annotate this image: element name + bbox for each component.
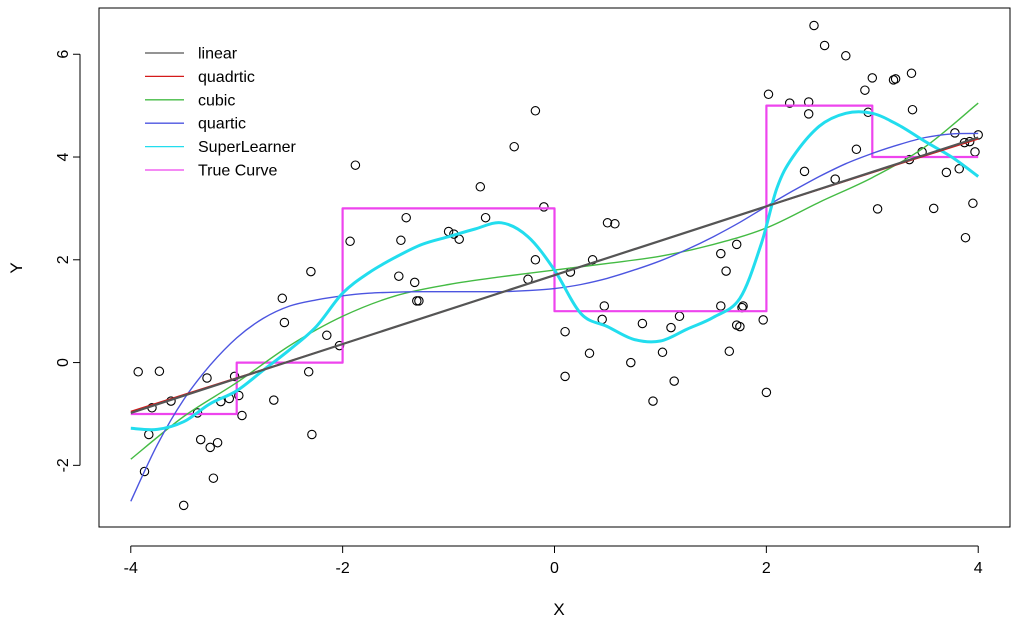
series-line-superlearner — [130, 110, 980, 432]
data-point — [888, 75, 899, 85]
data-point — [560, 371, 570, 382]
data-point — [530, 106, 541, 116]
data-point — [803, 109, 814, 119]
data-point — [133, 367, 143, 377]
x-tick-label: -4 — [124, 560, 138, 577]
data-point — [716, 248, 726, 259]
data-point — [539, 202, 549, 212]
data-point — [669, 376, 679, 386]
x-axis: -4 -2 0 2 4 — [124, 545, 983, 577]
data-point — [350, 160, 361, 170]
y-tick-label: 4 — [55, 152, 72, 161]
y-axis-title: Y — [7, 262, 26, 273]
legend-label: quadrtic — [198, 69, 255, 86]
data-point — [907, 104, 918, 115]
x-tick-label: 2 — [762, 560, 771, 577]
data-point — [758, 315, 768, 325]
data-point — [306, 266, 316, 277]
data-point — [735, 321, 745, 332]
data-point — [666, 322, 676, 333]
data-point — [906, 68, 917, 79]
data-point — [345, 236, 355, 247]
data-point — [178, 500, 189, 511]
data-point — [154, 366, 165, 377]
data-point — [928, 203, 939, 214]
data-point — [587, 255, 598, 265]
data-point — [401, 212, 411, 223]
plot-frame — [98, 7, 1011, 528]
legend-label: quartic — [198, 116, 246, 133]
data-point — [303, 367, 314, 377]
data-point — [731, 239, 742, 250]
x-tick-label: 4 — [974, 560, 983, 577]
data-point — [610, 219, 620, 229]
y-tick-label: 2 — [55, 255, 72, 264]
data-point — [890, 74, 901, 84]
data-point — [396, 235, 406, 246]
data-point — [229, 371, 240, 382]
data-point — [409, 277, 420, 288]
data-point — [960, 232, 971, 243]
data-point — [860, 85, 870, 95]
data-point — [657, 347, 668, 358]
legend-label: linear — [198, 46, 238, 63]
data-point — [208, 473, 219, 483]
legend: linear quadrtic cubic quartic SuperLearner Tr… — [145, 46, 297, 180]
data-point — [637, 318, 648, 329]
data-point — [841, 51, 851, 61]
y-tick-label: 0 — [55, 358, 72, 367]
x-tick-label: 0 — [550, 560, 559, 577]
data-point — [819, 40, 830, 51]
data-point — [626, 357, 636, 368]
data-layer — [130, 20, 983, 511]
series-line-quartic — [130, 132, 979, 502]
data-point — [761, 387, 772, 398]
data-point — [475, 182, 486, 192]
y-tick-label: -2 — [55, 458, 72, 472]
data-point — [322, 330, 332, 341]
data-point — [509, 141, 519, 152]
x-axis-title: X — [553, 600, 564, 619]
data-point — [584, 348, 595, 359]
data-point — [721, 266, 731, 276]
data-point — [784, 98, 795, 108]
data-point — [872, 204, 883, 214]
y-tick-label: 6 — [55, 50, 72, 59]
data-point — [269, 395, 279, 405]
data-point — [205, 442, 215, 453]
data-point — [809, 20, 819, 31]
data-point — [954, 164, 964, 174]
data-point — [763, 89, 774, 100]
data-point — [237, 410, 247, 421]
data-point — [648, 396, 658, 406]
data-point — [851, 144, 862, 155]
data-point — [602, 218, 613, 228]
data-point — [724, 346, 735, 357]
data-point — [394, 271, 404, 281]
data-point — [968, 198, 978, 209]
data-point — [279, 317, 290, 328]
data-point — [560, 326, 570, 337]
data-point — [202, 373, 212, 383]
data-point — [941, 167, 952, 178]
data-point — [139, 466, 150, 477]
data-point — [799, 166, 810, 177]
legend-label: cubic — [198, 92, 235, 109]
data-point — [867, 73, 878, 83]
series-line-linear — [130, 136, 979, 414]
data-point — [307, 429, 317, 440]
legend-label: True Curve — [198, 163, 278, 180]
data-point — [277, 293, 288, 304]
data-point — [195, 434, 206, 445]
data-point — [530, 255, 541, 265]
data-point — [212, 437, 223, 448]
data-point — [234, 390, 244, 401]
data-point — [480, 212, 491, 223]
legend-label: SuperLearner — [198, 139, 297, 156]
data-point — [412, 296, 422, 306]
x-tick-label: -2 — [336, 560, 350, 577]
y-axis: -2 0 2 4 6 — [55, 50, 81, 472]
